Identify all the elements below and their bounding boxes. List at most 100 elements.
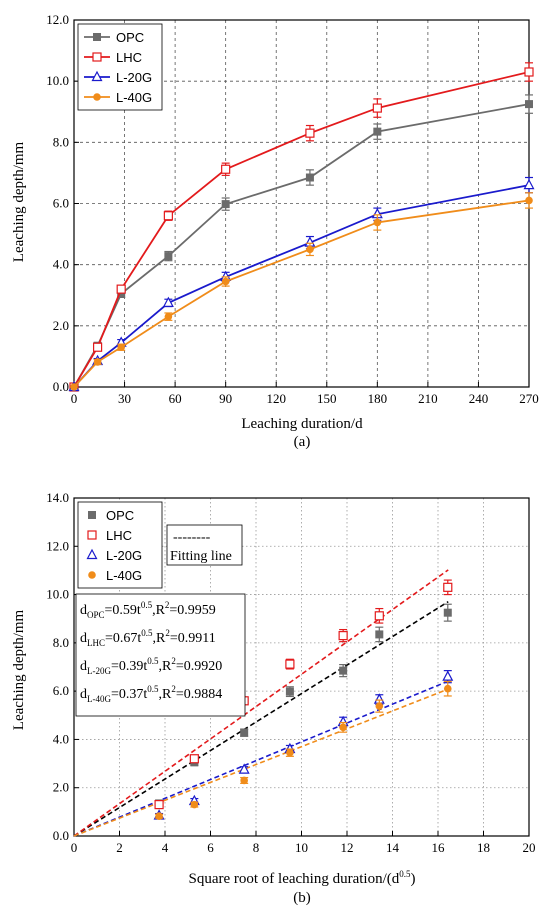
chart-a-ytick-label: 2.0 [53, 318, 69, 333]
chart-a-ytick-label: 8.0 [53, 134, 69, 149]
chart-a-xtick-label: 60 [169, 391, 182, 406]
chart-a-plot: 0 30 60 90 120 150 180 210 240 270 0.0 2.0 4.0 6.0 8.0… [46, 12, 539, 406]
chart-b-xtick-label: 14 [386, 840, 400, 855]
chart-a-xtick-label: 120 [266, 391, 286, 406]
equation-part: d [80, 687, 87, 702]
chart-b-equation-lhc: dLHC=0.67t0.5,R2=0.9911 [80, 628, 216, 648]
equation-part: =0.37t [111, 687, 147, 702]
chart-b-series-opc-point [240, 728, 249, 737]
chart-b-ytick-label: 12.0 [46, 538, 69, 553]
chart-b-fit-line-l-20g [73, 680, 449, 837]
chart-b-ytick-label: 10.0 [46, 587, 69, 602]
chart-a-xtick-label: 240 [469, 391, 489, 406]
chart-a-series-opc-point [221, 200, 230, 209]
chart-a-series-l-40g-point [373, 218, 382, 227]
chart-b-legend-l-20g-label: L-20G [106, 548, 142, 563]
chart-b-xlabel: Square root of leaching duration/(d0.5) [188, 869, 415, 887]
chart-b-series-l-40g-point [240, 776, 248, 785]
chart-a-series-lhc-point [524, 67, 534, 77]
chart-a-series-lhc-point [221, 164, 231, 174]
equation-part: 2 [165, 600, 170, 610]
equation-part: ,R [152, 603, 166, 618]
chart-a-series-lhc-point [305, 128, 315, 138]
chart-b-ylabel: Leaching depth/mm [11, 609, 27, 730]
chart-a-legend-l-40g-label: L-40G [116, 90, 152, 105]
chart-a-legend-opc-swatch-marker [93, 33, 101, 41]
chart-b-equations-box [75, 593, 246, 717]
chart-a-series-lhc-point [372, 103, 382, 113]
chart-a-series-l-40g-point [117, 343, 125, 352]
chart-b-series-l-40g-point [375, 702, 384, 710]
chart-b-series-lhc-point [189, 754, 199, 764]
chart-a-legend-box [77, 23, 163, 111]
chart-b-legend: OPC LHC L-20G L-40G [77, 501, 163, 589]
chart-b-xlabel-main: Square root of leaching duration/(d [188, 871, 399, 887]
equation-part: =0.9884 [176, 687, 222, 702]
equation-part: d [80, 603, 87, 618]
chart-b-plot: 0 2 4 6 8 10 12 14 16 18 20 0.0 2.0 4.0 6.0 8.0 10.0 12.0… [46, 490, 535, 855]
equation-part: =0.39t [111, 659, 147, 674]
chart-b-series-opc-point [339, 666, 348, 675]
chart-a-series-l-20g-line [73, 184, 530, 388]
chart-a-ytick-label: 12.0 [46, 12, 69, 27]
chart-a-legend-l-40g-swatch-marker [93, 93, 101, 101]
chart-b-xtick-label: 12 [341, 840, 354, 855]
chart-b-fit-line-l-40g [73, 688, 449, 837]
chart-a-series-l-20g-point [162, 296, 174, 307]
chart-b-xtick-label: 0 [71, 840, 78, 855]
chart-a-ytick-label: 6.0 [53, 196, 69, 211]
chart-b-xlabel-end: ) [411, 871, 416, 887]
chart-b-series-l-40g [155, 680, 452, 821]
chart-a-series-l-40g-point [306, 245, 314, 254]
chart-a-legend-l-20g-swatch-marker [91, 70, 103, 82]
chart-b-series-lhc-point [338, 631, 348, 641]
equation-part: L-20G [87, 666, 111, 676]
chart-b-equation-l-20g: dL-20G=0.39t0.5,R2=0.9920 [80, 656, 222, 676]
chart-b-caption: (b) [293, 890, 311, 906]
equation-part: ,R [153, 631, 167, 646]
equation-part: =0.67t [105, 631, 141, 646]
chart-a-series-opc-point [525, 100, 533, 109]
chart-a-series-lhc-point [163, 211, 173, 221]
chart-b-series-opc-point [285, 687, 294, 696]
equation-part: =0.9911 [170, 631, 216, 646]
chart-b-xtick-label: 2 [116, 840, 123, 855]
chart-a-xtick-label: 90 [219, 391, 232, 406]
chart-a-series-lhc-line [73, 71, 530, 388]
chart-b-legend-lhc-label: LHC [106, 528, 132, 543]
chart-b-ytick-label: 0.0 [53, 828, 69, 843]
equation-part: =0.9920 [176, 659, 222, 674]
chart-b-series-l-40g-point [155, 812, 163, 821]
chart-b-ytick-label: 6.0 [53, 683, 69, 698]
chart-a-series-l-40g-point [70, 383, 78, 391]
chart-a-xtick-label: 30 [118, 391, 131, 406]
chart-b-fit-legend-line: -------- [173, 530, 211, 545]
chart-a-xtick-label: 0 [71, 391, 78, 406]
equation-part: OPC [87, 610, 105, 620]
chart-a-legend: OPC LHC L-20G L-40G [77, 23, 163, 111]
equation-part: 2 [165, 628, 170, 638]
chart-b-legend-l-40g-label: L-40G [106, 568, 142, 583]
chart-b-xtick-label: 4 [162, 840, 169, 855]
chart-a-series-l-40g-point [221, 277, 230, 286]
chart-a-series-l-40g-line [73, 199, 530, 388]
chart-b-series-opc-point [375, 630, 384, 639]
chart-b-series-l-40g-point [339, 723, 347, 732]
chart-a-ytick-label: 4.0 [53, 257, 69, 272]
chart-b-xtick-label: 20 [523, 840, 536, 855]
chart-b: Leaching depth/mm Square root of leachin… [11, 609, 416, 906]
chart-a-series-opc-point [164, 252, 173, 261]
chart-a-series-l-40g-point [93, 358, 102, 366]
chart-b-series-lhc-point [374, 611, 384, 621]
chart-b-ytick-label: 8.0 [53, 635, 69, 650]
chart-b-legend-l-40g-swatch-marker [88, 571, 96, 579]
chart-a: Leaching depth/mm Leaching duration/d (a… [11, 141, 363, 450]
chart-b-series-opc-point [443, 608, 452, 617]
chart-b-equation-l-40g: dL-40G=0.37t0.5,R2=0.9884 [80, 684, 222, 704]
chart-a-series-lhc-point [116, 284, 126, 294]
chart-a-caption: (a) [294, 434, 311, 450]
chart-a-series-lhc [69, 62, 534, 392]
chart-b-equations: dOPC=0.59t0.5,R2=0.9959dLHC=0.67t0.5,R2=… [75, 593, 246, 717]
chart-b-xtick-label: 6 [207, 840, 214, 855]
